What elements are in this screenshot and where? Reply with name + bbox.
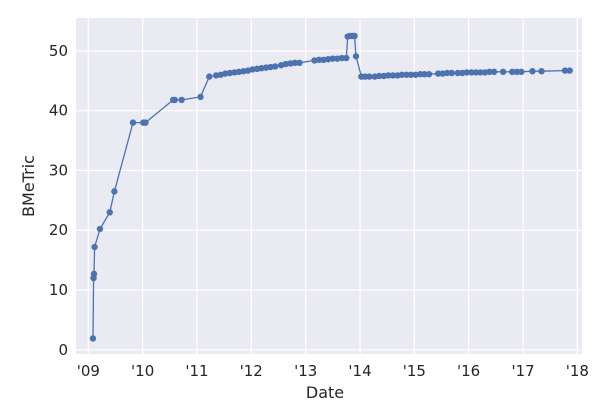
data-point (486, 68, 493, 76)
data-point (509, 68, 516, 76)
data-point (407, 71, 415, 78)
data-point (529, 68, 536, 75)
data-point (566, 67, 573, 74)
data-point (421, 70, 428, 78)
x-tick-label: '18 (566, 362, 589, 380)
data-point (338, 54, 346, 62)
series-layer (89, 32, 573, 342)
x-tick-label: '13 (294, 362, 317, 380)
data-point (272, 63, 279, 70)
data-point (561, 67, 569, 74)
data-point (352, 53, 360, 60)
y-tick-label: 40 (49, 102, 68, 120)
y-axis-ticks: 0 10 20 30 40 50 (49, 42, 68, 359)
data-point (343, 54, 350, 62)
y-axis-label: BMeTric (19, 155, 38, 217)
data-point (296, 59, 303, 67)
data-point (351, 32, 358, 40)
data-point (178, 96, 185, 104)
x-tick-label: '10 (131, 362, 154, 380)
x-tick-label: '14 (348, 362, 371, 380)
data-point (389, 72, 397, 79)
data-point (403, 71, 410, 78)
data-point (434, 70, 442, 77)
data-point (518, 68, 525, 76)
data-point (171, 96, 178, 104)
data-point (91, 243, 98, 251)
plot-area (76, 18, 582, 354)
x-tick-label: '12 (240, 362, 263, 380)
y-tick-label: 0 (58, 341, 68, 359)
data-point (197, 93, 204, 101)
data-point (142, 119, 149, 126)
data-point (376, 72, 383, 80)
data-point (448, 69, 456, 77)
x-tick-label: '15 (403, 362, 426, 380)
data-point (96, 225, 104, 233)
data-point (291, 59, 299, 67)
data-point (513, 68, 521, 76)
x-tick-label: '09 (77, 362, 100, 380)
x-tick-label: '17 (511, 362, 534, 380)
data-point (129, 119, 137, 126)
data-point (454, 69, 461, 77)
data-point (111, 188, 118, 195)
data-point (106, 209, 113, 216)
data-point (477, 69, 484, 76)
y-tick-label: 50 (49, 42, 68, 60)
data-point (366, 73, 373, 80)
x-axis-label: Date (306, 383, 344, 402)
data-point (90, 270, 98, 278)
x-tick-label: '11 (185, 362, 208, 380)
x-tick-label: '16 (457, 362, 480, 380)
data-point (89, 335, 97, 342)
y-tick-label: 30 (49, 161, 68, 179)
data-point (206, 73, 213, 80)
data-point (425, 70, 433, 78)
data-point (499, 68, 507, 76)
data-point (538, 68, 545, 75)
data-point (490, 68, 498, 76)
data-point (329, 55, 336, 62)
x-axis-ticks: '09 '10 '11 '12 '13 '14 '15 '16 '17 '18 (77, 362, 589, 380)
data-point (444, 69, 451, 77)
data-point (468, 69, 475, 76)
data-point (398, 71, 406, 78)
data-point (385, 72, 392, 79)
data-point (463, 69, 471, 76)
y-tick-label: 10 (49, 281, 68, 299)
data-point (315, 56, 323, 64)
y-tick-label: 20 (49, 221, 68, 239)
